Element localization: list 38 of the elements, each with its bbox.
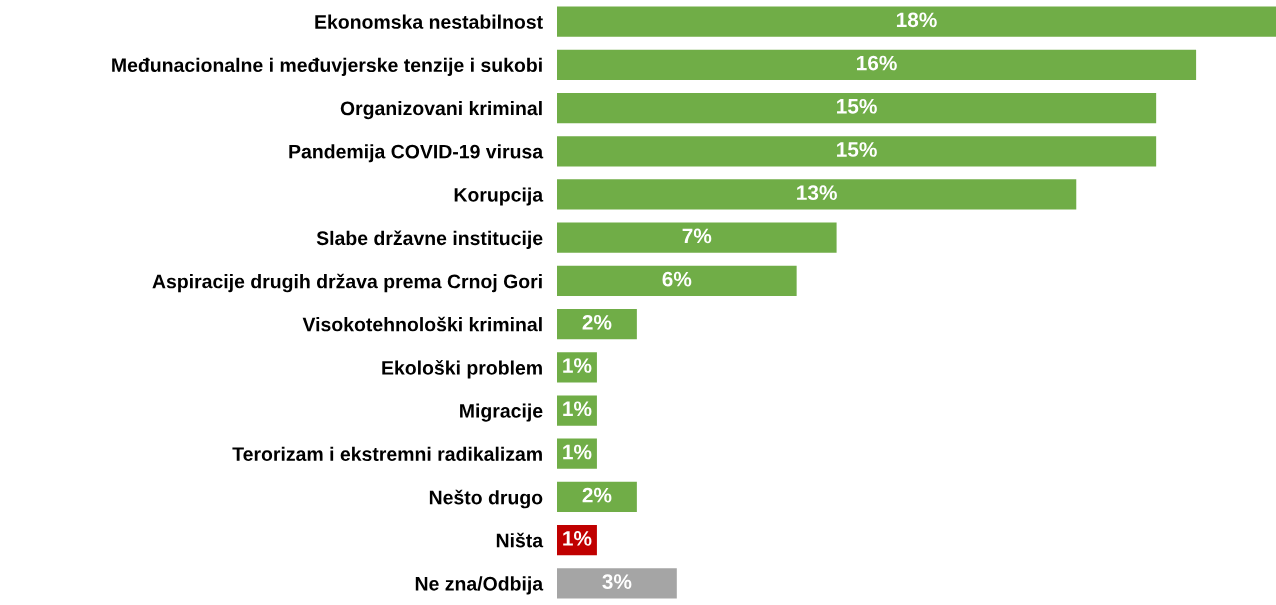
bar xyxy=(556,6,1276,37)
y-tick-label: Ekološki problem xyxy=(382,360,542,379)
bar xyxy=(556,308,637,340)
bar xyxy=(556,92,1157,124)
y-tick-label: Migracije xyxy=(460,403,543,422)
bar xyxy=(556,481,637,513)
y-tick-label: Međunacionalne i međuvjerske tenzije i sukobi xyxy=(112,57,542,76)
data-label: 1% xyxy=(563,358,592,373)
data-label: 2% xyxy=(582,487,612,503)
data-label: 1% xyxy=(563,531,592,546)
data-label: 2% xyxy=(582,314,612,330)
data-label: 15% xyxy=(837,98,877,114)
y-tick-label: Ne zna/Odbija xyxy=(415,576,544,595)
bar xyxy=(556,49,1197,80)
data-label: 18% xyxy=(896,12,937,28)
y-tick-label: Terorizam i ekstremni radikalizam xyxy=(232,446,542,461)
bar xyxy=(556,568,677,599)
bar xyxy=(556,265,797,297)
y-tick-label: Aspiracije drugih država prema Crnoj Gori xyxy=(152,273,542,293)
y-tick-label: Nešto drugo xyxy=(429,489,543,509)
data-label: 7% xyxy=(682,228,712,244)
data-label: 3% xyxy=(602,574,632,590)
data-label: 1% xyxy=(563,444,592,460)
data-label: 16% xyxy=(857,55,897,71)
bar xyxy=(556,222,837,253)
bar xyxy=(556,136,1157,167)
data-label: 6% xyxy=(662,271,692,287)
data-label: 15% xyxy=(837,142,877,157)
y-tick-label: Ništa xyxy=(496,532,544,548)
data-label: 13% xyxy=(797,185,837,201)
bar xyxy=(556,179,1077,210)
y-tick-label: Organizovani kriminal xyxy=(340,100,542,120)
data-label: 1% xyxy=(563,401,592,417)
y-tick-label: Ekonomska nestabilnost xyxy=(315,14,543,29)
y-tick-label: Pandemija COVID-19 virusa xyxy=(289,144,544,163)
y-tick-label: Korupcija xyxy=(454,187,544,206)
y-tick-label: Slabe državne institucije xyxy=(316,230,543,249)
y-tick-label: Visokotehnološki kriminal xyxy=(302,316,542,332)
